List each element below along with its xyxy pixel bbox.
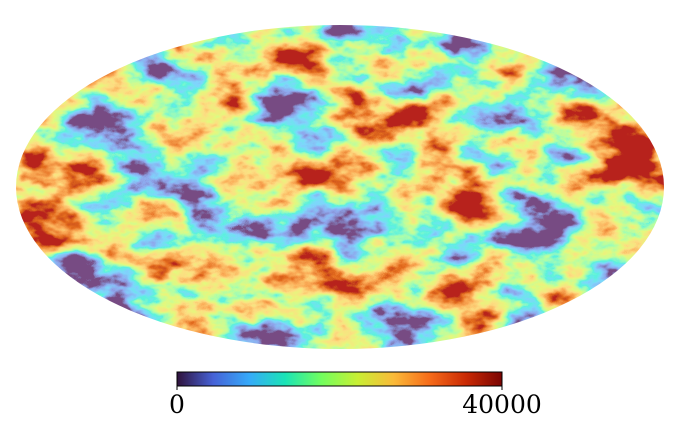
sky-map [16,25,664,349]
colorbar [176,371,503,387]
colorbar-tick-label: 40000 [462,390,542,419]
colorbar-tick-label: 0 [169,390,185,419]
